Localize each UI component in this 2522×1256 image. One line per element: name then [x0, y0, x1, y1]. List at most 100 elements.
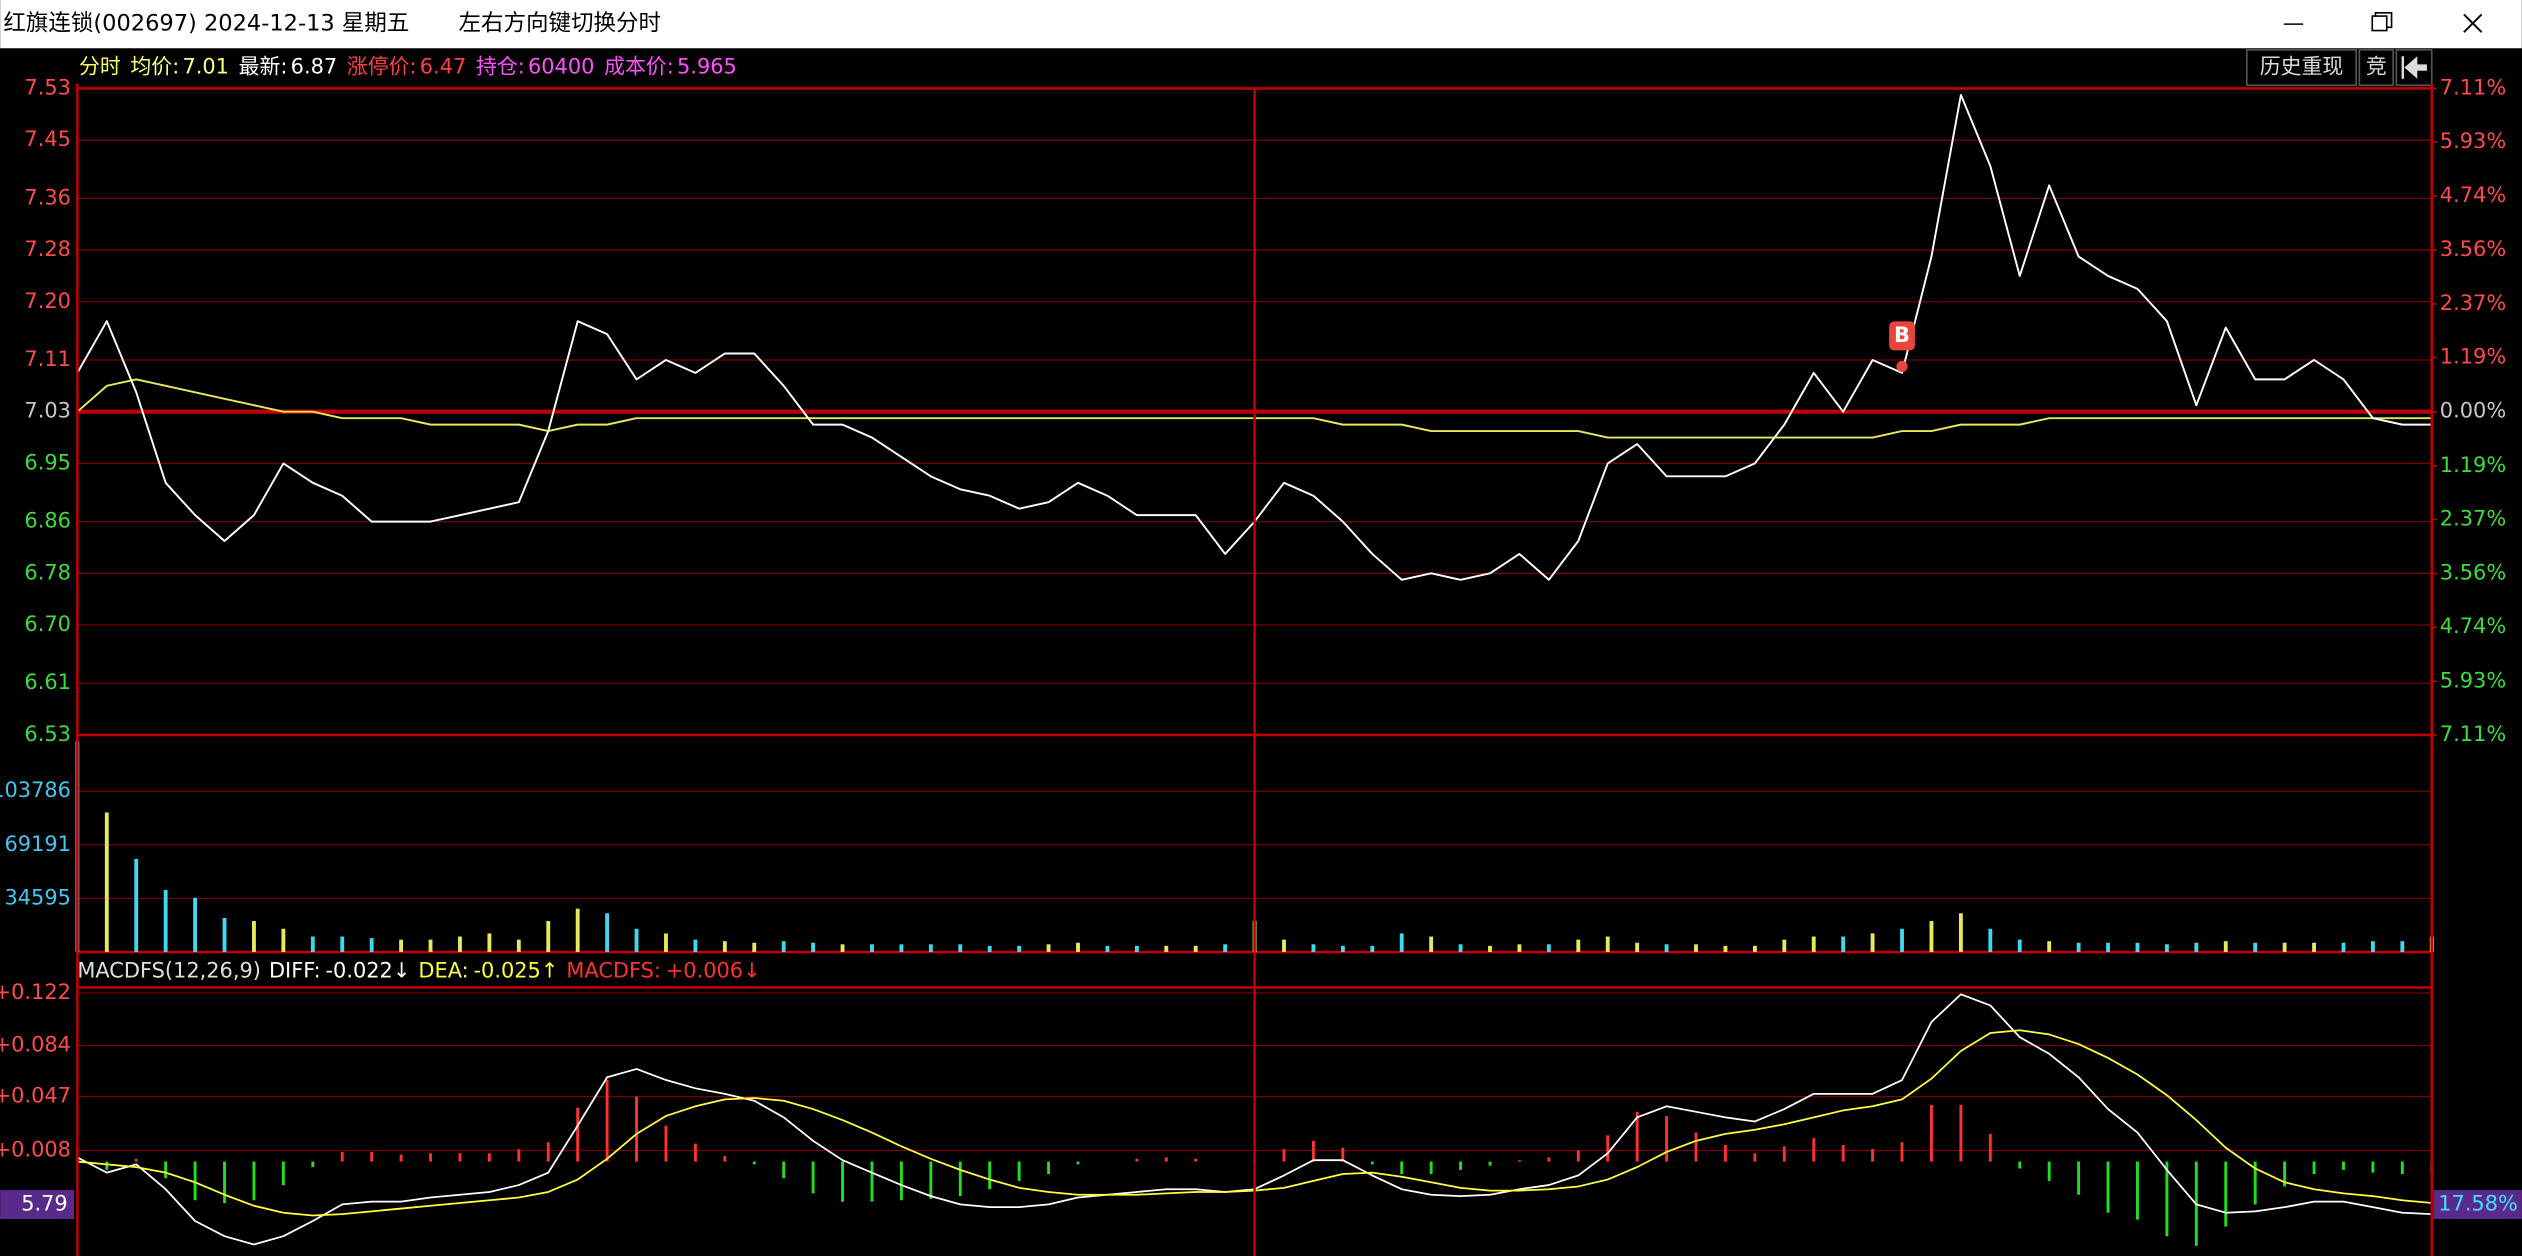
macd-bar: [1959, 1104, 1963, 1162]
macd-bar: [2371, 1161, 2375, 1173]
volume-bar: [1664, 944, 1669, 953]
volume-bar: [664, 933, 668, 953]
volume-bar: [840, 944, 845, 953]
volume-bar: [458, 936, 462, 953]
volume-bar: [2341, 942, 2346, 953]
volume-bar: [575, 908, 580, 953]
volume-bar: [958, 944, 963, 953]
y-tick-label: 6.86: [24, 509, 71, 533]
y-tick-label: +0.008: [0, 1138, 71, 1162]
volume-bar: [781, 941, 786, 953]
replay-button-frame[interactable]: [2246, 49, 2357, 87]
volume-bar: [369, 938, 374, 953]
macd-bar: [2077, 1161, 2081, 1195]
status-right: 17.58%: [2438, 1192, 2518, 1216]
macd-bar: [1930, 1104, 1933, 1162]
macd-bar: [988, 1161, 992, 1190]
auction-button-frame[interactable]: [2358, 49, 2394, 87]
macd-bar: [1782, 1146, 1786, 1162]
volume-bar: [1076, 942, 1080, 953]
macd-bar: [1547, 1157, 1551, 1162]
macd-bar: [105, 1161, 109, 1170]
volume-bar: [2370, 941, 2375, 953]
macd-bar: [1753, 1153, 1757, 1162]
y-tick-label: 7.36: [24, 185, 71, 209]
y2-tick-label: 4.74%: [2440, 183, 2506, 207]
macd-bar: [2253, 1161, 2257, 1205]
legend-value: +0.006↓: [666, 958, 761, 982]
macd-bar: [752, 1161, 756, 1165]
legend-name: MACDFS:: [566, 958, 661, 982]
y2-tick-label: 2.37%: [2440, 291, 2506, 315]
volume-bar: [1870, 933, 1875, 953]
macd-bar: [1812, 1138, 1816, 1162]
back-button[interactable]: [2395, 49, 2433, 87]
macd-bar: [1370, 1161, 1374, 1165]
volume-bar: [252, 921, 256, 953]
macd-bar: [811, 1161, 815, 1194]
info-value: 5.965: [677, 55, 737, 79]
volume-bar: [634, 928, 639, 953]
macd-bar: [1341, 1147, 1345, 1162]
macd-bar: [546, 1142, 550, 1162]
replay-button[interactable]: 历史重现: [2260, 55, 2344, 79]
y2-tick-label: 1.19%: [2440, 345, 2506, 369]
info-value: 7.01: [182, 55, 229, 79]
auction-button[interactable]: 竞: [2366, 55, 2387, 79]
legend-value: -0.025↑: [473, 958, 558, 982]
volume-bar: [1752, 945, 1757, 953]
volume-bar: [605, 913, 610, 953]
macd-bar: [1871, 1149, 1875, 1162]
macd-bar: [899, 1161, 903, 1201]
window-hint: 左右方向键切换分时: [459, 11, 662, 37]
volume-bar: [2135, 942, 2140, 953]
volume-bar: [1193, 945, 1198, 953]
macd-bar: [517, 1149, 521, 1162]
macd-bar: [370, 1151, 374, 1162]
volume-bar: [1105, 945, 1110, 953]
volume-bar: [1164, 945, 1169, 953]
y-tick-label: 7.28: [24, 237, 71, 261]
volume-bar: [2400, 941, 2405, 953]
macd-bar: [870, 1161, 874, 1202]
y2-tick-label: 7.11%: [2440, 722, 2506, 746]
volume-bar: [1605, 936, 1610, 953]
volume-bar: [1340, 945, 1345, 953]
volume-bar: [2282, 942, 2287, 953]
volume-bar: [2106, 942, 2110, 953]
macd-bar: [429, 1153, 432, 1162]
y-tick-label: 7.45: [24, 127, 71, 151]
volume-bar: [487, 933, 492, 953]
y-tick-label: 6.78: [24, 560, 71, 584]
volume-bar: [1900, 928, 1904, 953]
macd-bar: [635, 1096, 638, 1162]
macd-bar: [1488, 1161, 1492, 1166]
restore-button[interactable]: [2371, 12, 2393, 32]
window-title: 红旗连锁(002697) 2024-12-13 星期五: [3, 11, 409, 37]
y2-tick-label: 7.11%: [2440, 75, 2506, 99]
volume-bar: [1929, 921, 1934, 953]
macd-bar: [841, 1161, 844, 1202]
y2-tick-label: 5.93%: [2440, 129, 2506, 153]
y2-tick-label: 0.00%: [2440, 399, 2506, 423]
close-button[interactable]: [2463, 13, 2483, 33]
y-tick-label: 6.95: [24, 450, 71, 474]
y-tick-label: 6.70: [24, 612, 71, 636]
info-label: 均价:: [130, 55, 179, 79]
legend-value: -0.022↓: [326, 958, 411, 982]
info-label: 持仓:: [476, 55, 525, 79]
macd-bar: [281, 1161, 285, 1186]
macd-bar: [1076, 1161, 1080, 1165]
macd-bar: [1841, 1144, 1845, 1162]
macd-bar: [1459, 1161, 1463, 1170]
macd-bar: [252, 1161, 256, 1201]
macd-bar: [1282, 1149, 1286, 1162]
info-bar: 分时 均价: 7.01 最新: 6.87 涨停价: 6.47 持仓: 60400 成本价: 5.96…: [79, 55, 737, 79]
legend-name: DEA:: [418, 958, 468, 982]
volume-bar: [2312, 942, 2316, 953]
macd-bar: [164, 1161, 168, 1179]
macd-bar: [664, 1125, 668, 1162]
macd-bar: [2106, 1161, 2110, 1213]
volume-bar: [1517, 944, 1522, 953]
legend-name: DIFF:: [269, 958, 321, 982]
